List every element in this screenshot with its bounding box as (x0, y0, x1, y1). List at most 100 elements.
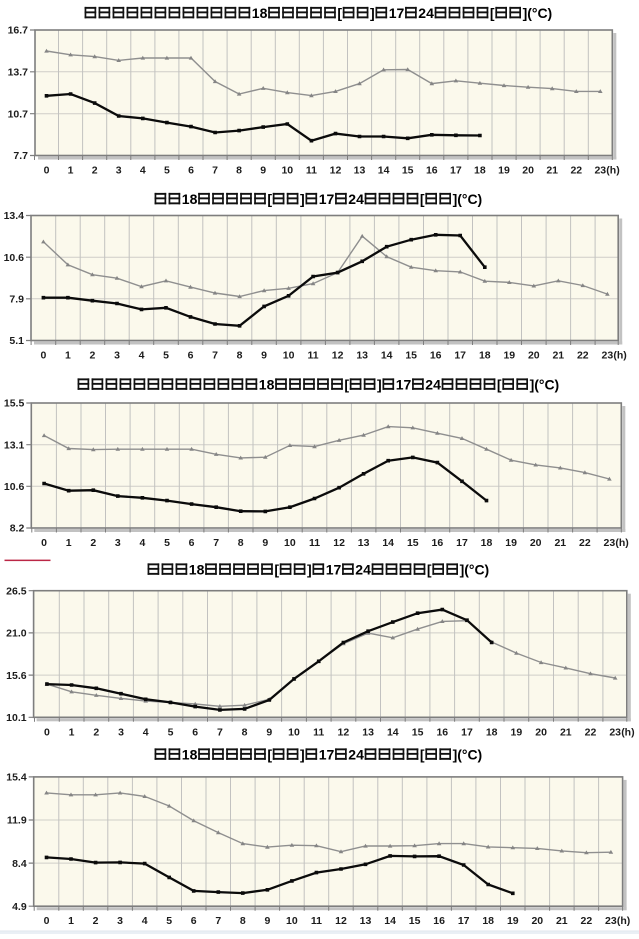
svg-text:]: ] (453, 746, 458, 762)
svg-text:13: 13 (358, 537, 370, 549)
svg-text:7: 7 (213, 537, 219, 549)
svg-text:10.6: 10.6 (4, 252, 25, 264)
svg-text:15.4: 15.4 (6, 772, 27, 784)
svg-text:23: 23 (602, 350, 614, 362)
svg-text:(h): (h) (617, 915, 630, 927)
svg-text:14: 14 (378, 165, 390, 177)
svg-text:10: 10 (286, 915, 298, 927)
svg-text:15: 15 (405, 350, 417, 362)
svg-text:26.5: 26.5 (6, 585, 27, 597)
svg-text:9: 9 (260, 165, 266, 177)
svg-text:10: 10 (281, 165, 293, 177)
svg-text:(°C): (°C) (464, 561, 489, 577)
svg-text:18: 18 (479, 350, 491, 362)
svg-text:11: 11 (309, 537, 320, 549)
svg-text:24: 24 (355, 561, 371, 577)
svg-text:]: ] (377, 376, 382, 392)
svg-text:21: 21 (556, 915, 568, 927)
svg-text:24: 24 (348, 191, 364, 207)
svg-text:6: 6 (189, 537, 195, 549)
svg-text:22: 22 (577, 350, 589, 362)
svg-text:8: 8 (236, 165, 242, 177)
svg-text:22: 22 (570, 165, 582, 177)
svg-text:(h): (h) (615, 537, 628, 549)
svg-text:23: 23 (609, 726, 621, 738)
svg-text:22: 22 (585, 726, 597, 738)
svg-text:4: 4 (143, 726, 149, 738)
svg-text:(h): (h) (613, 350, 626, 362)
svg-text:]: ] (300, 746, 305, 762)
svg-text:11.9: 11.9 (7, 815, 27, 827)
svg-text:16: 16 (430, 350, 442, 362)
svg-text:0: 0 (44, 726, 50, 738)
svg-text:16.7: 16.7 (8, 25, 29, 37)
svg-text:10.6: 10.6 (4, 481, 25, 493)
svg-text:7.7: 7.7 (13, 150, 28, 162)
svg-text:12: 12 (332, 350, 344, 362)
svg-text:4: 4 (139, 537, 145, 549)
svg-text:15.6: 15.6 (6, 670, 27, 682)
svg-text:19: 19 (503, 350, 515, 362)
svg-text:18: 18 (486, 726, 498, 738)
svg-text:5: 5 (166, 915, 172, 927)
svg-text:11: 11 (313, 726, 324, 738)
svg-text:1: 1 (68, 165, 74, 177)
svg-text:6: 6 (192, 726, 198, 738)
svg-text:14: 14 (387, 726, 399, 738)
svg-text:18: 18 (182, 191, 198, 207)
svg-text:4: 4 (140, 165, 146, 177)
svg-text:15: 15 (409, 915, 421, 927)
svg-text:2: 2 (93, 726, 99, 738)
svg-text:16: 16 (433, 915, 445, 927)
svg-text:17: 17 (454, 350, 466, 362)
svg-text:[: [ (490, 5, 495, 21)
svg-text:17: 17 (458, 915, 470, 927)
svg-text:1: 1 (68, 915, 74, 927)
svg-text:(h): (h) (621, 726, 634, 738)
svg-text:18: 18 (474, 165, 486, 177)
svg-text:8: 8 (237, 350, 243, 362)
svg-text:12: 12 (335, 915, 347, 927)
svg-text:(°C): (°C) (457, 191, 482, 207)
svg-text:13: 13 (362, 726, 374, 738)
svg-text:1: 1 (69, 726, 75, 738)
svg-text:9: 9 (266, 726, 272, 738)
svg-text:3: 3 (114, 350, 120, 362)
svg-text:(°C): (°C) (534, 376, 559, 392)
svg-text:18: 18 (259, 376, 275, 392)
svg-text:17: 17 (389, 5, 405, 21)
svg-text:15: 15 (402, 165, 414, 177)
svg-text:]: ] (300, 191, 305, 207)
svg-text:6: 6 (191, 915, 197, 927)
svg-text:16: 16 (432, 537, 444, 549)
svg-text:15: 15 (412, 726, 424, 738)
svg-text:[: [ (497, 376, 502, 392)
svg-text:11: 11 (308, 350, 319, 362)
svg-text:3: 3 (117, 915, 123, 927)
svg-text:14: 14 (384, 915, 396, 927)
svg-text:(°C): (°C) (527, 5, 552, 21)
svg-text:17: 17 (319, 191, 335, 207)
svg-text:13.1: 13.1 (4, 439, 25, 451)
svg-text:17: 17 (461, 726, 473, 738)
svg-text:2: 2 (92, 165, 98, 177)
svg-text:8.2: 8.2 (10, 523, 25, 535)
svg-text:13: 13 (354, 165, 366, 177)
svg-text:6: 6 (188, 165, 194, 177)
svg-text:13.4: 13.4 (4, 210, 25, 222)
svg-text:8: 8 (238, 537, 244, 549)
svg-text:20: 20 (528, 350, 540, 362)
svg-text:[: [ (274, 561, 279, 577)
svg-text:9: 9 (262, 537, 268, 549)
svg-text:13: 13 (356, 350, 368, 362)
svg-text:5: 5 (164, 165, 170, 177)
svg-text:21: 21 (552, 350, 564, 362)
svg-text:19: 19 (498, 165, 510, 177)
svg-text:6: 6 (188, 350, 194, 362)
svg-text:3: 3 (116, 165, 122, 177)
svg-text:[: [ (420, 191, 425, 207)
svg-text:23: 23 (594, 165, 606, 177)
svg-text:8.4: 8.4 (12, 858, 27, 870)
svg-text:11: 11 (306, 165, 317, 177)
svg-text:5: 5 (168, 726, 174, 738)
